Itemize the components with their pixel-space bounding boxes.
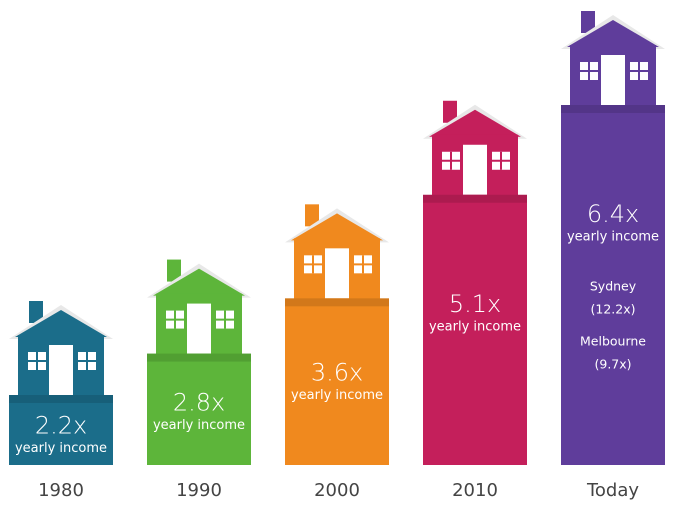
chimney bbox=[167, 259, 181, 282]
bar bbox=[147, 353, 251, 465]
bar-caption: yearly income bbox=[567, 230, 659, 245]
bar bbox=[561, 105, 665, 465]
bar bbox=[423, 194, 527, 465]
chimney bbox=[581, 11, 595, 33]
door bbox=[601, 55, 625, 105]
x-tick-label: 1990 bbox=[176, 480, 222, 501]
annotation: Melbourne bbox=[580, 334, 646, 349]
bar bbox=[285, 298, 389, 465]
door bbox=[463, 144, 487, 195]
chimney bbox=[443, 100, 457, 123]
bar-caption: yearly income bbox=[429, 319, 521, 334]
annotation: (9.7x) bbox=[594, 357, 631, 372]
value-label: 3.6x bbox=[311, 358, 363, 386]
bar-shade bbox=[147, 353, 251, 362]
roof bbox=[291, 213, 383, 241]
x-tick-label: Today bbox=[586, 480, 639, 501]
roof bbox=[153, 268, 245, 296]
bar-shade bbox=[9, 395, 113, 403]
annotation: Sydney bbox=[590, 279, 637, 294]
door bbox=[325, 248, 349, 299]
bar-shade bbox=[561, 105, 665, 113]
door bbox=[49, 345, 73, 395]
roof bbox=[15, 310, 107, 337]
chimney bbox=[29, 301, 43, 323]
door bbox=[187, 303, 211, 354]
bar-caption: yearly income bbox=[153, 418, 245, 433]
x-tick-label: 2000 bbox=[314, 480, 360, 501]
value-label: 2.2x bbox=[35, 412, 87, 440]
roof bbox=[567, 20, 659, 47]
roof bbox=[429, 109, 521, 137]
x-tick-label: 2010 bbox=[452, 480, 498, 501]
chimney bbox=[305, 204, 319, 227]
annotation: (12.2x) bbox=[591, 302, 636, 317]
bar-shade bbox=[423, 194, 527, 203]
bar-caption: yearly income bbox=[15, 441, 107, 456]
value-label: 5.1x bbox=[449, 290, 501, 318]
value-label: 6.4x bbox=[587, 200, 639, 228]
value-label: 2.8x bbox=[173, 389, 225, 417]
x-tick-label: 1980 bbox=[38, 480, 84, 501]
bar-caption: yearly income bbox=[291, 388, 383, 403]
bar-shade bbox=[285, 298, 389, 307]
bar bbox=[9, 395, 113, 465]
